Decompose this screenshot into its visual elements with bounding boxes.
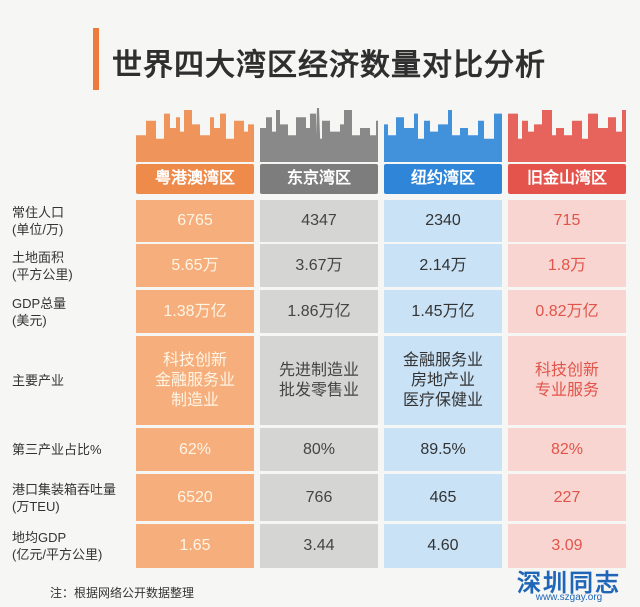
row-label: 土地面积 (平方公里) [12, 249, 73, 282]
row-label: 主要产业 [12, 373, 65, 388]
skyline-shape [260, 108, 378, 162]
comparison-table: 粤港澳湾区 东京湾区 纽约湾区 旧金山湾区常住人口 (单位/万) 6765 4347 2340… [8, 104, 632, 574]
table-cell: 金融服务业 房地产业 医疗保健业 [384, 336, 502, 425]
table-cell: 227 [508, 474, 626, 521]
table-cell: 82% [508, 428, 626, 471]
table-cell: 0.82万亿 [508, 290, 626, 333]
table-cell: 1.8万 [508, 244, 626, 287]
table-cell: 1.86万亿 [260, 290, 378, 333]
row-label: 地均GDP (亿元/平方公里) [12, 530, 103, 562]
table-cell: 4.60 [384, 524, 502, 568]
skyline-shape [384, 110, 502, 162]
table-cell: 2.14万 [384, 244, 502, 287]
skyline-0 [136, 110, 254, 162]
chart-title: 世界四大湾区经济数量对比分析 [112, 49, 546, 82]
table-cell: 科技创新 专业服务 [508, 336, 626, 425]
logo-url: www.szgay.org [535, 592, 603, 603]
skyline-1 [260, 108, 378, 162]
footnote: 注：根据网络公开数据整理 [50, 586, 195, 600]
table-cell: 3.09 [508, 524, 626, 568]
table-cell: 715 [508, 200, 626, 242]
table-cell: 先进制造业 批发零售业 [260, 336, 378, 425]
column-header: 东京湾区 [260, 164, 378, 194]
table-cell: 766 [260, 474, 378, 521]
skyline-2 [384, 110, 502, 162]
table-cell: 5.65万 [136, 244, 254, 287]
table-cell: 6520 [136, 474, 254, 521]
table-cell: 1.45万亿 [384, 290, 502, 333]
column-header: 粤港澳湾区 [136, 164, 254, 194]
table-cell: 1.65 [136, 524, 254, 568]
table-cell: 465 [384, 474, 502, 521]
skyline-shape [136, 110, 254, 162]
table-cell: 89.5% [384, 428, 502, 471]
row-label: 港口集装箱吞吐量 (万TEU) [12, 481, 117, 514]
row-label: GDP总量 (美元) [12, 295, 67, 328]
skyline-3 [508, 110, 626, 162]
table-cell: 6765 [136, 200, 254, 242]
logo-text: 深圳同志 [517, 568, 621, 597]
column-header: 旧金山湾区 [508, 164, 626, 194]
table-cell: 3.67万 [260, 244, 378, 287]
title-accent-bar [93, 28, 99, 90]
table-cell: 2340 [384, 200, 502, 242]
table-cell: 3.44 [260, 524, 378, 568]
table-cell: 62% [136, 428, 254, 471]
row-label: 常住人口 (单位/万) [12, 205, 65, 237]
row-label: 第三产业占比% [12, 442, 102, 457]
table-cell: 科技创新 金融服务业 制造业 [136, 336, 254, 425]
skyline-shape [508, 110, 626, 162]
table-cell: 1.38万亿 [136, 290, 254, 333]
site-logo: 深圳同志 www.szgay.org [503, 563, 635, 605]
table-cell: 80% [260, 428, 378, 471]
table-cell: 4347 [260, 200, 378, 242]
column-header: 纽约湾区 [384, 164, 502, 194]
